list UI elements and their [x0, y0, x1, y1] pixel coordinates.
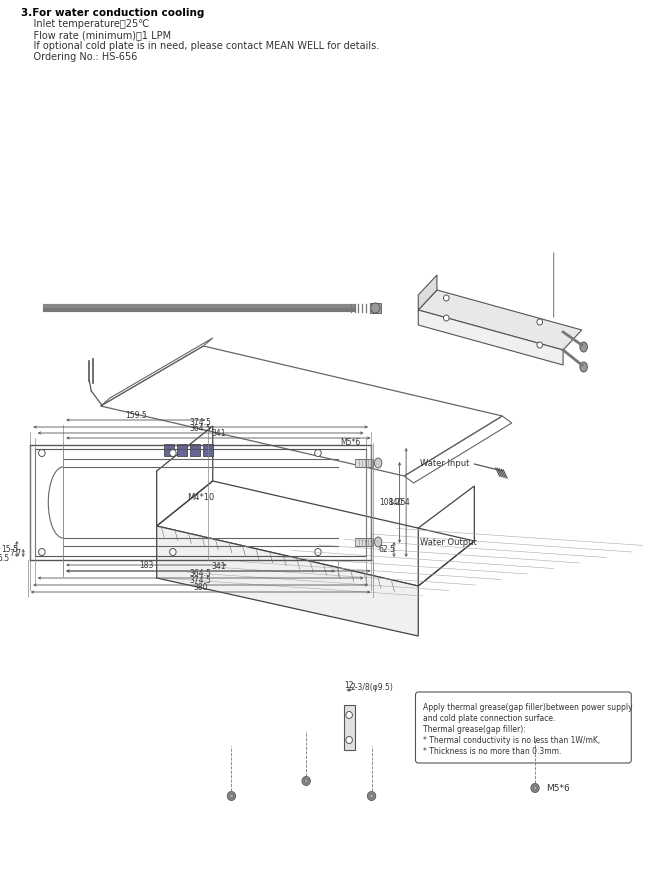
Circle shape: [227, 791, 236, 800]
Text: 374.5: 374.5: [190, 418, 212, 426]
Text: 341: 341: [211, 562, 226, 571]
Circle shape: [444, 295, 449, 301]
Text: Water Output: Water Output: [420, 538, 477, 547]
Circle shape: [230, 794, 233, 798]
Circle shape: [170, 450, 176, 456]
Text: 364.5: 364.5: [190, 568, 212, 578]
Text: 5.5: 5.5: [0, 554, 10, 563]
Circle shape: [346, 711, 352, 719]
Text: 374.5: 374.5: [190, 575, 212, 584]
Ellipse shape: [375, 458, 382, 468]
Bar: [355, 538, 373, 546]
Text: 159.5: 159.5: [125, 410, 147, 419]
Polygon shape: [418, 290, 582, 350]
Text: Water Input: Water Input: [420, 459, 470, 468]
Text: 183: 183: [139, 561, 153, 570]
Bar: [204, 444, 213, 456]
Text: If optional cold plate is in need, please contact MEAN WELL for details.: If optional cold plate is in need, pleas…: [21, 41, 379, 51]
Bar: [370, 303, 381, 313]
Text: 3.For water conduction cooling: 3.For water conduction cooling: [21, 8, 204, 18]
Circle shape: [302, 777, 310, 786]
Circle shape: [367, 791, 376, 800]
Circle shape: [170, 548, 176, 556]
Bar: [164, 444, 174, 456]
Circle shape: [444, 315, 449, 321]
Circle shape: [39, 450, 45, 456]
Circle shape: [533, 786, 537, 790]
Text: 364.5: 364.5: [190, 424, 212, 433]
Circle shape: [39, 548, 45, 556]
Text: 15.5: 15.5: [1, 545, 18, 554]
Bar: [355, 459, 373, 467]
Text: 108.25: 108.25: [379, 498, 405, 507]
Text: and cold plate connection surface.: and cold plate connection surface.: [423, 714, 555, 723]
Polygon shape: [157, 526, 418, 636]
Text: Thermal grease(gap filler):: Thermal grease(gap filler):: [423, 725, 526, 734]
FancyBboxPatch shape: [415, 692, 631, 763]
Text: 7.7: 7.7: [9, 548, 22, 557]
Ellipse shape: [580, 342, 588, 352]
Text: M5*6: M5*6: [547, 783, 570, 792]
Text: M5*6: M5*6: [340, 437, 361, 446]
Bar: [344, 705, 354, 750]
Text: Flow rate (minimum)：1 LPM: Flow rate (minimum)：1 LPM: [21, 30, 172, 40]
Circle shape: [531, 783, 539, 792]
Text: M4*10: M4*10: [187, 493, 214, 502]
Polygon shape: [418, 275, 437, 310]
Ellipse shape: [371, 303, 380, 313]
Bar: [178, 444, 186, 456]
Text: Ordering No.: HS-656: Ordering No.: HS-656: [21, 52, 137, 62]
Ellipse shape: [375, 537, 382, 547]
Circle shape: [370, 794, 373, 798]
Circle shape: [537, 319, 543, 325]
Text: 140.4: 140.4: [388, 498, 409, 507]
Ellipse shape: [580, 362, 588, 372]
Circle shape: [315, 450, 321, 456]
Text: 2-3/8(φ9.5): 2-3/8(φ9.5): [350, 683, 393, 692]
Text: * Thickness is no more than 0.3mm.: * Thickness is no more than 0.3mm.: [423, 747, 561, 756]
Polygon shape: [418, 310, 563, 365]
Text: 341: 341: [211, 428, 226, 437]
Bar: [190, 444, 200, 456]
Text: 380: 380: [194, 582, 208, 591]
Circle shape: [304, 779, 308, 783]
Text: 12: 12: [344, 680, 354, 690]
Text: Apply thermal grease(gap filler)between power supply: Apply thermal grease(gap filler)between …: [423, 703, 632, 712]
Circle shape: [346, 737, 352, 744]
Text: Inlet temperature：25℃: Inlet temperature：25℃: [21, 19, 149, 29]
Text: * Thermal conductivity is no less than 1W/mK,: * Thermal conductivity is no less than 1…: [423, 736, 600, 745]
Circle shape: [537, 342, 543, 348]
Text: 62.5: 62.5: [378, 545, 395, 554]
Circle shape: [315, 548, 321, 556]
